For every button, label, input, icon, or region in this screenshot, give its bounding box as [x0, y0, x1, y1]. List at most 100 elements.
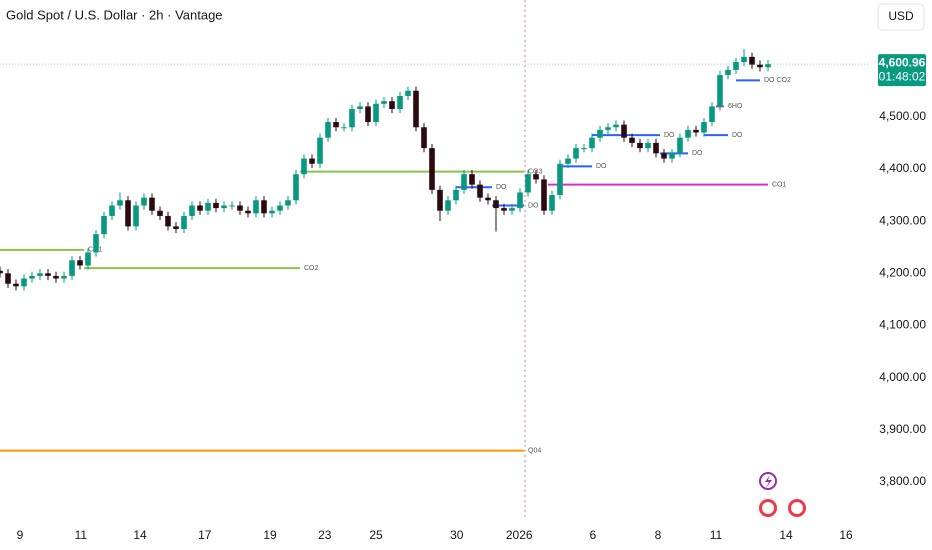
candle-body [173, 226, 179, 229]
candle-body [597, 129, 603, 138]
candle-body [101, 215, 107, 235]
candle-body [725, 69, 731, 76]
candle-body [565, 158, 571, 164]
x-tick-label: 17 [198, 528, 212, 542]
level-label: CO2 [304, 265, 319, 272]
candle-body [77, 260, 83, 266]
y-tick-label: 4,400.00 [879, 161, 926, 175]
level-label: DO CO2 [764, 77, 791, 84]
candle-body [61, 275, 67, 279]
level-label: Q04 [528, 447, 541, 454]
candle-body [277, 205, 283, 211]
candle-body [229, 205, 235, 207]
candle-body [637, 142, 643, 149]
candle-body [213, 202, 219, 209]
level-label: DO [692, 150, 703, 157]
candle-body [589, 137, 595, 149]
y-tick-label: 4,300.00 [879, 213, 926, 227]
candle-body [421, 127, 427, 149]
candle-body [373, 103, 379, 123]
x-tick-label: 9 [17, 528, 24, 542]
x-tick-label: 11 [75, 528, 88, 542]
last-price-label: 4,600.96 [879, 55, 926, 69]
level-label: CO1 [772, 181, 787, 188]
candle-body [557, 163, 563, 196]
candle-body [741, 56, 747, 63]
candle-body [709, 106, 715, 123]
candle-body [605, 127, 611, 130]
candle-body [141, 197, 147, 206]
candle-body [389, 101, 395, 110]
candle-body [197, 205, 203, 211]
candle-body [157, 210, 163, 216]
candle-body [701, 122, 707, 133]
candle-body [573, 148, 579, 159]
candle-body [365, 106, 371, 123]
candle-body [5, 273, 11, 284]
y-tick-label: 4,200.00 [879, 265, 926, 279]
candle-body [445, 200, 451, 211]
currency-label[interactable]: USD [888, 9, 914, 23]
candle-body [413, 90, 419, 128]
candle-body [693, 129, 699, 133]
level-label: DO [664, 132, 675, 139]
event-icons [759, 472, 806, 517]
candle-body [765, 64, 771, 68]
candle-body [349, 109, 355, 128]
candle-body [437, 189, 443, 211]
candle-body [429, 148, 435, 190]
candle-body [357, 106, 363, 110]
x-tick-label: 2026 [506, 528, 533, 542]
candle-body [629, 137, 635, 143]
candle-body [181, 215, 187, 229]
candle-body [53, 275, 59, 279]
candle-body [269, 210, 275, 214]
candle-body [397, 95, 403, 110]
candle-body [477, 184, 483, 198]
x-tick-label: 30 [450, 528, 464, 542]
candle-body [261, 200, 267, 214]
y-tick-label: 4,500.00 [879, 109, 926, 123]
candle-body [525, 174, 531, 193]
candle-body [221, 205, 227, 209]
x-tick-label: 11 [710, 528, 723, 542]
candle-body [245, 210, 251, 214]
candle-body [669, 153, 675, 159]
candle-body [661, 153, 667, 159]
currency-button[interactable] [877, 3, 925, 31]
candle-body [677, 137, 683, 154]
candle-body [205, 202, 211, 211]
candle-body [325, 122, 331, 138]
last-price-box [878, 54, 926, 87]
candle-body [581, 148, 587, 150]
candle-body [125, 200, 131, 227]
y-tick-label: 4,100.00 [879, 318, 926, 332]
y-tick-label: 4,000.00 [879, 370, 926, 384]
candle-body [541, 179, 547, 211]
candle-body [341, 127, 347, 129]
candle-body [29, 275, 35, 279]
candle-body [37, 273, 43, 276]
candle-body [285, 200, 291, 206]
y-tick-label: 3,800.00 [879, 474, 926, 488]
level-label: CO3 [528, 168, 543, 175]
candle-body [0, 270, 3, 274]
candle-body [653, 142, 659, 154]
chart-title: Gold Spot / U.S. Dollar · 2h · Vantage [6, 7, 223, 22]
candle-body [301, 158, 307, 175]
x-tick-label: 14 [779, 528, 793, 542]
x-tick-label: 19 [263, 528, 277, 542]
candle-body [533, 174, 539, 180]
candle-body [149, 197, 155, 211]
candle-body [333, 122, 339, 128]
candle-body [117, 200, 123, 206]
candle-body [165, 215, 171, 227]
x-tick-label: 25 [369, 528, 383, 542]
candle-body [549, 195, 555, 211]
x-tick-label: 23 [318, 528, 332, 542]
candle-body [13, 283, 19, 287]
y-tick-label: 3,900.00 [879, 422, 926, 436]
candle-body [517, 192, 523, 209]
candle-body [21, 278, 27, 287]
candle-body [453, 189, 459, 201]
